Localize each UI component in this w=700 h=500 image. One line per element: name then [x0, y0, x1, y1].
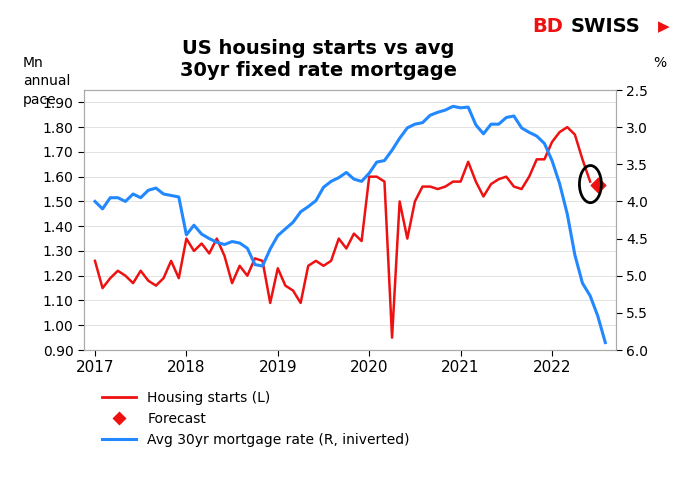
Text: annual: annual [23, 74, 70, 88]
Text: %: % [653, 56, 666, 70]
Text: BD: BD [532, 18, 563, 36]
Text: pace: pace [23, 92, 57, 106]
Legend: Housing starts (L), Forecast, Avg 30yr mortgage rate (R, iniverted): Housing starts (L), Forecast, Avg 30yr m… [102, 390, 410, 446]
Text: SWISS: SWISS [570, 18, 640, 36]
Point [592, 182, 603, 190]
Text: ▶: ▶ [658, 19, 670, 34]
Title: US housing starts vs avg
30yr fixed rate mortgage: US housing starts vs avg 30yr fixed rate… [180, 39, 456, 80]
Text: Mn: Mn [23, 56, 43, 70]
